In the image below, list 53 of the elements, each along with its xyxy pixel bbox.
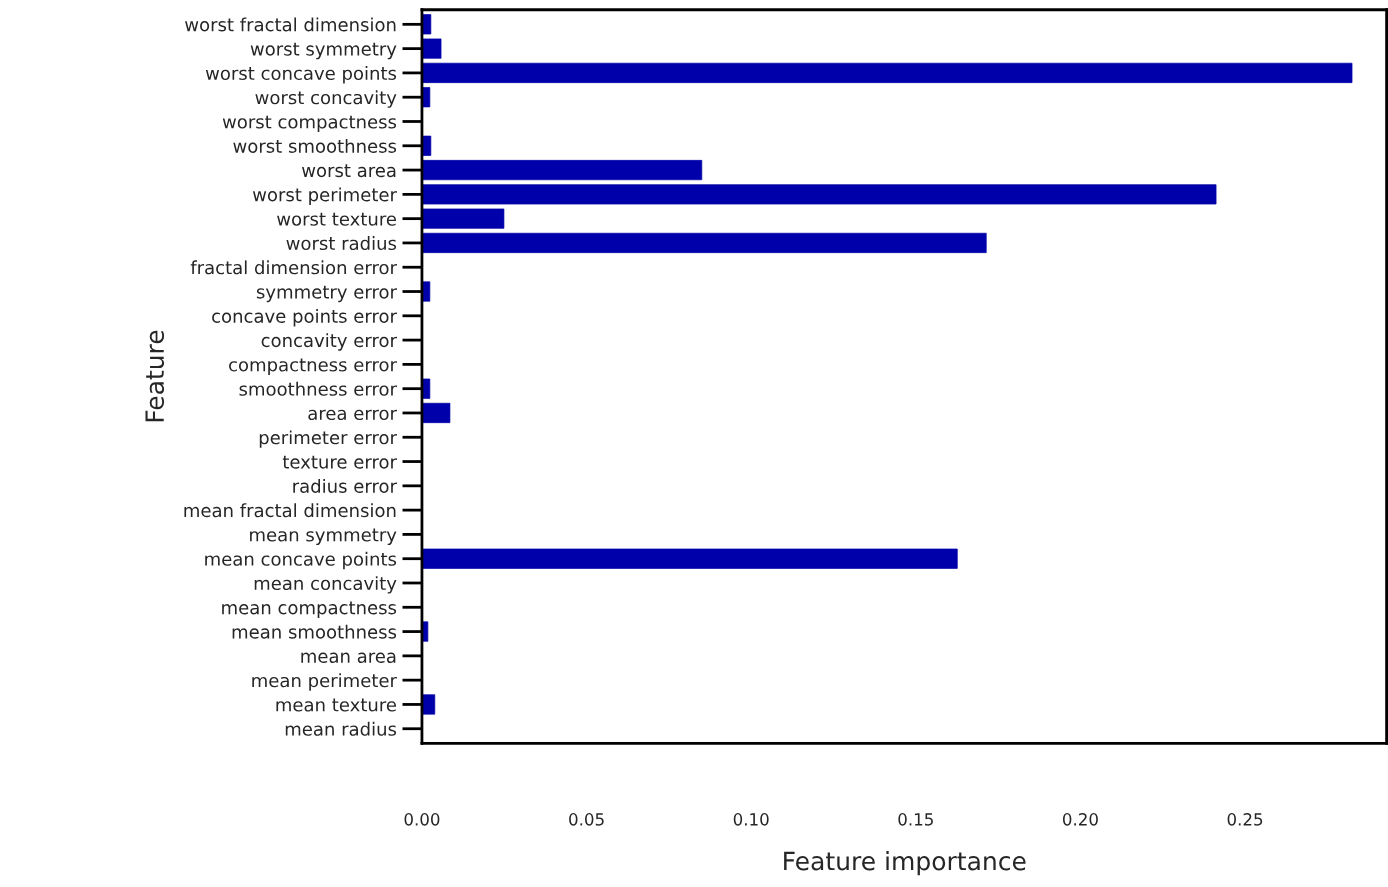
y-tick-label: worst area (302, 164, 396, 178)
y-tick-label: worst fractal dimension (185, 17, 396, 32)
y-tick-label: radius error (293, 478, 397, 493)
y-tick-label: worst concavity (255, 90, 397, 108)
y-tick-label: mean radius (285, 721, 397, 736)
y-tick-label: worst radius (286, 236, 397, 251)
bar (421, 62, 1353, 83)
x-tick-label: 0.20 (1062, 813, 1098, 826)
y-tick-label: worst symmetry (250, 42, 397, 60)
y-tick-label: worst texture (277, 212, 396, 226)
bar (421, 38, 442, 59)
x-tick-label: 0.05 (569, 813, 604, 826)
y-tick-label: texture error (282, 455, 397, 469)
x-tick-label: 0.00 (404, 813, 440, 826)
y-tick-label: mean concavity (254, 576, 397, 594)
bar (421, 14, 432, 35)
x-tick-label: 0.10 (733, 813, 769, 826)
y-tick-label: concavity error (261, 333, 397, 351)
x-tick-label: 0.25 (1227, 813, 1263, 826)
y-tick-label: mean area (301, 652, 396, 663)
bar (421, 378, 431, 399)
bar (421, 694, 436, 715)
y-tick-label: mean fractal dimension (184, 503, 396, 518)
y-tick-label: worst compactness (222, 115, 397, 133)
bar (421, 135, 432, 156)
y-axis-title: Feature (145, 330, 165, 422)
bar (421, 160, 703, 181)
y-tick-label: mean perimeter (252, 673, 397, 691)
bar (421, 184, 1217, 205)
y-tick-label: mean symmetry (250, 528, 397, 546)
y-tick-label: compactness error (229, 358, 397, 375)
y-tick-label: worst smoothness (233, 138, 397, 153)
y-tick-label: worst perimeter (252, 187, 397, 205)
y-tick-label: mean concave points (205, 551, 397, 570)
bar (421, 548, 958, 569)
y-tick-label: worst concave points (205, 66, 397, 84)
bar (421, 281, 431, 302)
y-tick-label: mean compactness (222, 601, 397, 618)
x-tick-label: 0.15 (898, 813, 933, 826)
bar (421, 402, 451, 424)
bar (421, 621, 429, 642)
y-tick-label: area error (308, 409, 397, 421)
y-tick-label: fractal dimension error (190, 260, 397, 275)
x-axis-title: Feature importance (784, 851, 1026, 876)
y-tick-label: mean texture (276, 698, 396, 712)
y-tick-label: concave points error (212, 308, 397, 327)
y-tick-label: smoothness error (239, 381, 397, 396)
bar (421, 208, 505, 229)
y-tick-label: symmetry error (256, 285, 397, 303)
y-tick-label: mean smoothness (232, 624, 397, 639)
bar (421, 87, 431, 108)
y-tick-label: perimeter error (259, 430, 397, 448)
bar (421, 232, 987, 253)
